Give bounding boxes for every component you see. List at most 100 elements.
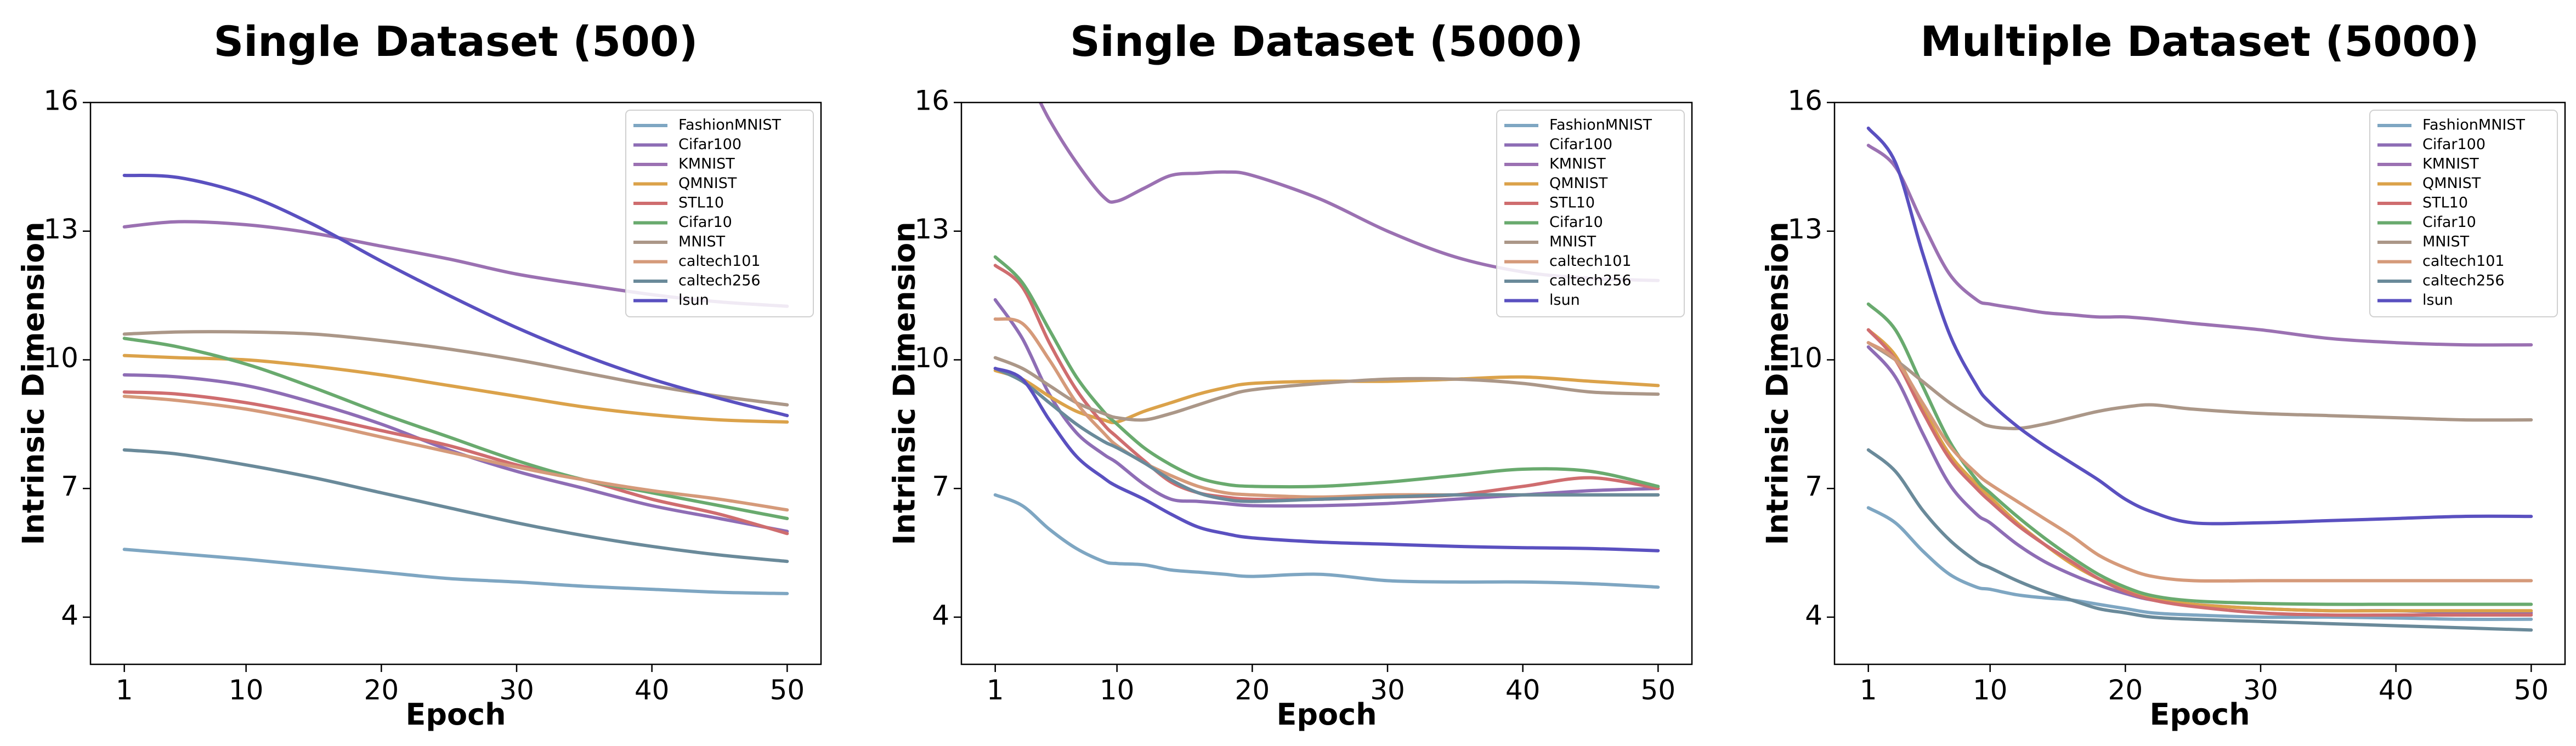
series-line-qmnist — [993, 369, 1660, 424]
y-tick-label: 13 — [914, 213, 949, 245]
x-tick-label: 50 — [770, 674, 805, 706]
y-tick-label: 10 — [43, 342, 78, 374]
series-line-fashionmnist — [1866, 506, 2533, 621]
x-tick-label: 1 — [987, 674, 1004, 706]
series-line-lsun — [1866, 126, 2533, 526]
x-axis-label: Epoch — [1276, 697, 1377, 732]
series-line-cifar10 — [122, 337, 789, 520]
x-tick-label: 40 — [2379, 674, 2414, 706]
x-tick-label: 10 — [229, 674, 264, 706]
series-line-stl10 — [993, 264, 1660, 502]
legend-label: lsun — [2422, 292, 2453, 309]
series-line-mnist — [993, 356, 1660, 422]
y-tick-label: 4 — [61, 599, 78, 631]
series-line-lsun — [993, 367, 1660, 553]
legend: FashionMNIST Cifar100 KMNIST QMNIST STL10 Cif… — [625, 110, 814, 317]
y-axis-label: Intrinsic Dimension — [16, 221, 51, 545]
series-line-caltech256 — [122, 448, 789, 563]
legend-label: FashionMNIST — [2422, 117, 2526, 134]
series-line-caltech101 — [1866, 341, 2533, 583]
plot-frame — [960, 101, 1693, 665]
x-tick-label: 1 — [116, 674, 133, 706]
legend-label: MNIST — [1549, 234, 1596, 250]
legend-label: FashionMNIST — [678, 117, 782, 134]
legend: FashionMNIST Cifar100 KMNIST QMNIST STL10 Cif… — [2369, 110, 2558, 317]
legend-label: KMNIST — [1549, 156, 1606, 173]
series-group — [122, 174, 789, 595]
legend-label: STL10 — [2422, 195, 2468, 212]
y-tick-label: 7 — [61, 471, 78, 503]
x-tick-label: 30 — [499, 674, 534, 706]
series-group — [993, 102, 1660, 589]
legend-label: MNIST — [2422, 234, 2470, 250]
legend-label: STL10 — [678, 195, 724, 212]
series-line-caltech256 — [993, 367, 1660, 503]
legend-label: KMNIST — [2422, 156, 2479, 173]
x-tick-label: 20 — [1235, 674, 1270, 706]
legend-label: Cifar100 — [1549, 136, 1612, 153]
chart-panel-single-5000: Single Dataset (5000) Epoch Intrinsic Di… — [887, 17, 1693, 732]
y-tick-label: 13 — [43, 213, 78, 245]
series-line-kmnist — [1866, 144, 2533, 347]
legend-label: QMNIST — [678, 175, 737, 192]
y-tick-label: 10 — [1787, 342, 1822, 374]
x-axis-label: Epoch — [2149, 697, 2250, 732]
legend-label: caltech101 — [1549, 253, 1632, 270]
y-tick-label: 16 — [43, 85, 78, 117]
y-tick-label: 7 — [932, 471, 949, 503]
legend-box — [1496, 110, 1685, 317]
series-group — [1866, 126, 2533, 632]
legend-label: Cifar10 — [2422, 214, 2476, 231]
series-line-caltech256 — [1866, 448, 2533, 632]
legend-box — [625, 110, 814, 317]
chart-panel-multiple-5000: Multiple Dataset (5000) Epoch Intrinsic … — [1760, 17, 2566, 732]
series-line-cifar10 — [1866, 302, 2533, 606]
legend-label: caltech256 — [1549, 272, 1632, 289]
y-tick-label: 16 — [1787, 85, 1822, 117]
plot-frame — [1833, 101, 2566, 665]
chart-panel-single-500: Single Dataset (500) Epoch Intrinsic Dim… — [16, 17, 822, 732]
series-line-stl10 — [1866, 328, 2533, 617]
legend-label: caltech101 — [678, 253, 761, 270]
legend-label: caltech256 — [2422, 272, 2505, 289]
y-tick-label: 7 — [1805, 471, 1822, 503]
legend: FashionMNIST Cifar100 KMNIST QMNIST STL10 Cif… — [1496, 110, 1685, 317]
x-tick-label: 1 — [1860, 674, 1877, 706]
series-line-lsun — [122, 174, 789, 418]
legend-label: Cifar100 — [2422, 136, 2486, 153]
x-tick-label: 50 — [2514, 674, 2549, 706]
legend-label: QMNIST — [1549, 175, 1608, 192]
x-tick-label: 50 — [1641, 674, 1676, 706]
legend-box — [2369, 110, 2558, 317]
series-line-cifar100 — [122, 373, 789, 533]
y-axis-label: Intrinsic Dimension — [1760, 221, 1795, 545]
series-line-fashionmnist — [122, 548, 789, 595]
chart-title: Single Dataset (500) — [213, 17, 698, 66]
legend-label: Cifar10 — [1549, 214, 1603, 231]
y-tick-label: 4 — [1805, 599, 1822, 631]
y-tick-label: 16 — [914, 85, 949, 117]
legend-label: lsun — [678, 292, 709, 309]
legend-label: QMNIST — [2422, 175, 2481, 192]
chart-title: Multiple Dataset (5000) — [1920, 17, 2479, 66]
y-tick-label: 13 — [1787, 213, 1822, 245]
plot-frame — [89, 101, 822, 665]
x-tick-label: 20 — [364, 674, 399, 706]
y-tick-label: 4 — [932, 599, 949, 631]
legend-label: caltech101 — [2422, 253, 2505, 270]
legend-label: Cifar10 — [678, 214, 732, 231]
x-tick-label: 20 — [2108, 674, 2143, 706]
legend-label: KMNIST — [678, 156, 735, 173]
series-line-mnist — [1866, 341, 2533, 430]
x-tick-label: 30 — [2243, 674, 2278, 706]
series-line-caltech101 — [122, 395, 789, 512]
y-tick-label: 10 — [914, 342, 949, 374]
y-axis-label: Intrinsic Dimension — [887, 221, 922, 545]
chart-title: Single Dataset (5000) — [1070, 17, 1583, 66]
legend-label: lsun — [1549, 292, 1580, 309]
x-tick-label: 40 — [635, 674, 670, 706]
legend-label: STL10 — [1549, 195, 1595, 212]
legend-label: MNIST — [678, 234, 726, 250]
x-tick-label: 40 — [1505, 674, 1541, 706]
